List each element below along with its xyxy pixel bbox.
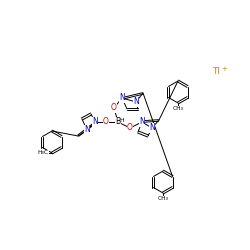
Text: O: O xyxy=(127,124,133,132)
Text: CH₃: CH₃ xyxy=(158,196,168,202)
Text: Tl: Tl xyxy=(212,68,220,76)
Text: N: N xyxy=(149,124,155,132)
Text: N: N xyxy=(139,118,145,126)
Text: +: + xyxy=(221,66,227,72)
Text: N: N xyxy=(119,94,125,102)
Text: B: B xyxy=(116,118,120,126)
Text: O: O xyxy=(103,118,109,126)
Text: O: O xyxy=(111,104,117,112)
Text: CH₃: CH₃ xyxy=(172,106,184,112)
Text: H: H xyxy=(120,118,124,122)
Text: N: N xyxy=(84,126,90,134)
Text: N: N xyxy=(92,118,98,126)
Text: H₃C: H₃C xyxy=(38,150,48,156)
Text: N: N xyxy=(133,98,139,106)
